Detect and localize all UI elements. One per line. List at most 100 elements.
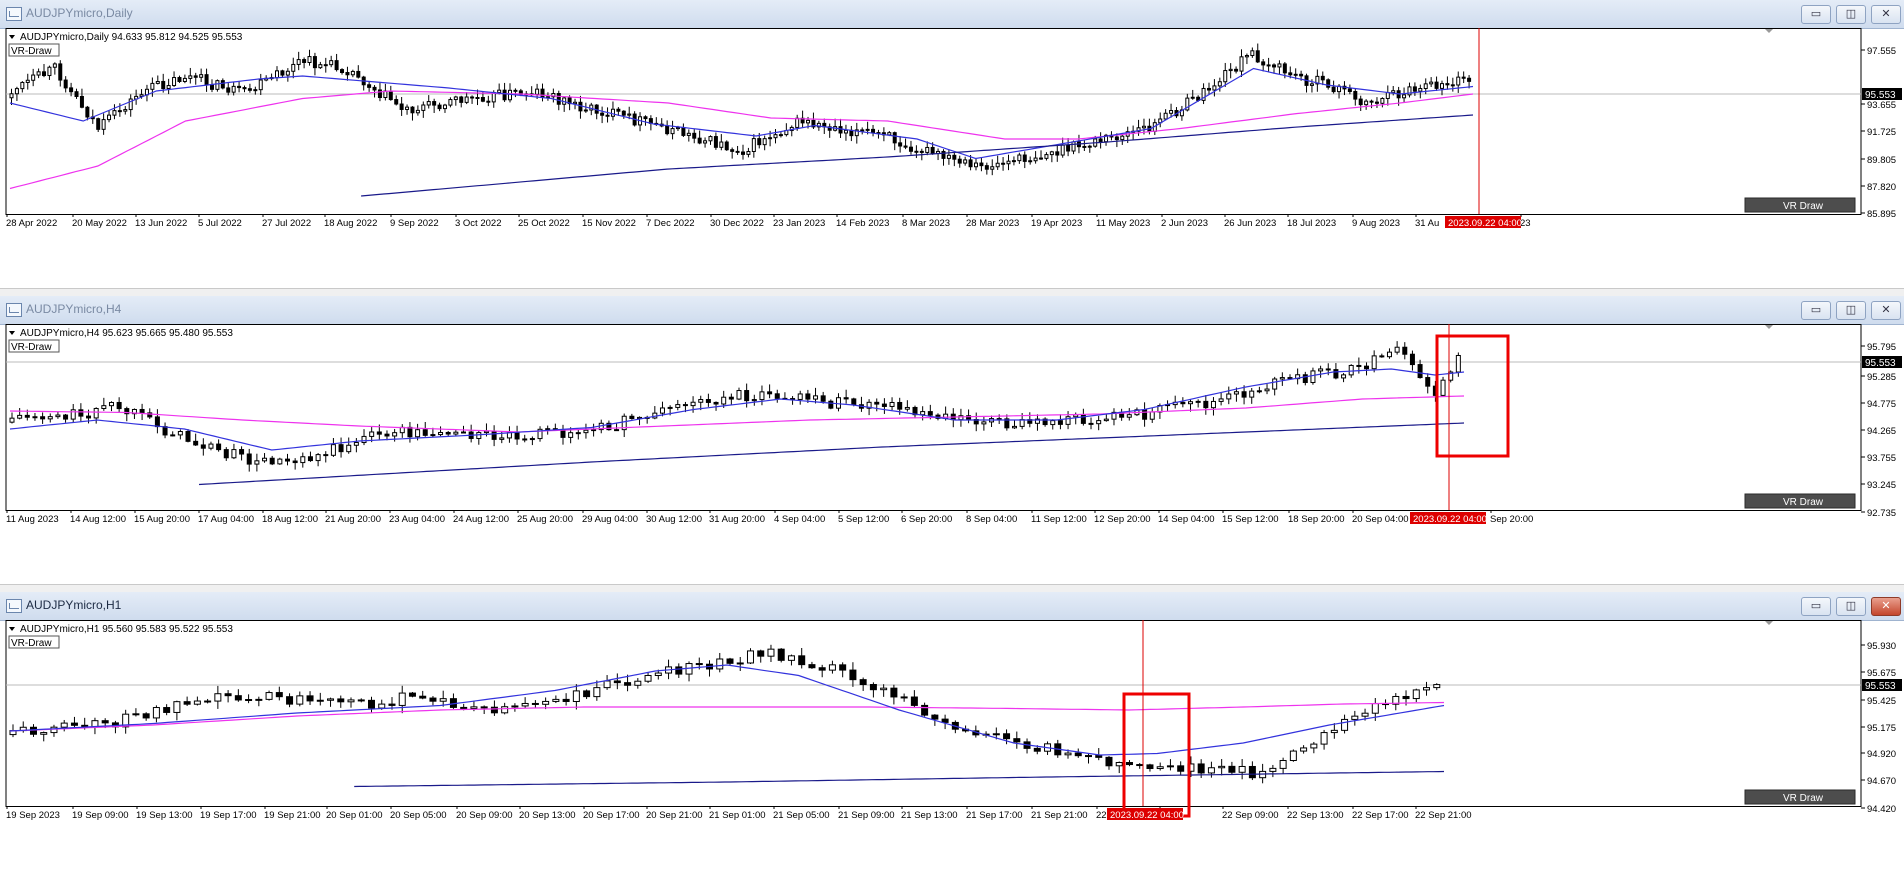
restore-button[interactable]: ◫	[1836, 301, 1866, 320]
candle	[78, 409, 84, 417]
close-button[interactable]: ✕	[1871, 301, 1901, 320]
candle	[1087, 145, 1092, 148]
candle	[591, 429, 597, 432]
shift-marker-icon[interactable]	[1765, 621, 1773, 625]
candle	[1065, 416, 1071, 425]
chart-window-daily[interactable]: AUDJPYmicro,Daily ▭ ◫ ✕ AUDJPYmicro,Dail…	[0, 0, 1904, 243]
candle	[312, 56, 317, 69]
candle	[63, 414, 69, 420]
dropdown-arrow-icon[interactable]	[9, 331, 15, 335]
vr-draw-button[interactable]	[1744, 493, 1856, 509]
candle	[262, 457, 268, 462]
candle	[1241, 391, 1247, 398]
time-tick-label: 18 Jul 2023	[1287, 218, 1336, 229]
price-tick-label: 95.175	[1867, 723, 1896, 734]
restore-button[interactable]: ◫	[1836, 5, 1866, 24]
cursor-time-label: 2023.09.22 04:00	[1110, 810, 1184, 821]
price-tick-label: 94.775	[1867, 399, 1896, 410]
candle	[214, 693, 222, 702]
candle	[40, 732, 48, 735]
candle	[1238, 765, 1246, 773]
time-tick-label: 9 Aug 2023	[1352, 218, 1400, 229]
candle	[42, 71, 47, 77]
candle	[900, 696, 908, 699]
candle	[150, 82, 155, 90]
minimize-button[interactable]: ▭	[1801, 301, 1831, 320]
close-button[interactable]: ✕	[1871, 5, 1901, 24]
candle	[231, 85, 236, 93]
time-tick-label: 7 Dec 2022	[646, 218, 695, 229]
shift-marker-icon[interactable]	[1765, 29, 1773, 33]
candle	[1074, 752, 1082, 757]
restore-button[interactable]: ◫	[1836, 597, 1866, 616]
minimize-button[interactable]: ▭	[1801, 597, 1831, 616]
candle	[910, 696, 918, 706]
candle	[697, 137, 702, 144]
candle	[941, 718, 949, 723]
candle	[1369, 100, 1374, 103]
candle	[142, 713, 150, 719]
candle	[1461, 76, 1466, 79]
candle	[1402, 346, 1408, 355]
dropdown-arrow-icon[interactable]	[9, 35, 15, 39]
indicator-label-box[interactable]	[8, 635, 60, 649]
shift-marker-icon[interactable]	[1765, 325, 1773, 329]
price-chart-h4[interactable]: AUDJPYmicro,H4 95.623 95.665 95.480 95.5…	[0, 324, 1904, 584]
candle	[204, 700, 212, 703]
indicator-label-box[interactable]	[8, 339, 60, 353]
candle	[1085, 755, 1092, 758]
candle	[284, 458, 290, 462]
minimize-button[interactable]: ▭	[1801, 5, 1831, 24]
candle	[560, 429, 566, 438]
candle	[984, 165, 989, 170]
candle	[340, 69, 345, 73]
candle	[36, 71, 41, 76]
time-tick-label: 28 Apr 2022	[6, 218, 57, 229]
plot-area[interactable]	[5, 620, 1862, 807]
candle	[941, 150, 946, 159]
candle	[995, 162, 1000, 168]
price-chart-h1[interactable]: AUDJPYmicro,H1 95.560 95.583 95.522 95.5…	[0, 620, 1904, 885]
candle	[1261, 61, 1266, 66]
candle	[394, 99, 399, 105]
candle	[1212, 85, 1217, 91]
candle	[368, 699, 375, 709]
candle	[897, 401, 903, 410]
candle	[275, 692, 283, 698]
time-tick-label: 21 Sep 05:00	[773, 810, 830, 821]
vr-draw-button[interactable]	[1744, 789, 1856, 805]
candle	[40, 416, 46, 420]
candle	[1255, 50, 1260, 63]
chart-window-icon	[6, 599, 22, 613]
candle	[350, 70, 355, 76]
candle	[919, 150, 924, 153]
time-tick-label: 21 Sep 13:00	[901, 810, 958, 821]
candle	[1417, 364, 1423, 379]
chart-window-h4[interactable]: AUDJPYmicro,H4 ▭ ◫ ✕ AUDJPYmicro,H4 95.6…	[0, 296, 1904, 584]
plot-area[interactable]	[5, 28, 1862, 215]
dropdown-arrow-icon[interactable]	[9, 627, 15, 631]
close-button[interactable]: ✕	[1871, 597, 1901, 616]
price-chart-daily[interactable]: AUDJPYmicro,Daily 94.633 95.812 94.525 9…	[0, 28, 1904, 243]
current-price-label: 95.553	[1865, 90, 1896, 101]
candle	[767, 648, 775, 657]
window-titlebar[interactable]: AUDJPYmicro,Daily ▭ ◫ ✕	[0, 0, 1904, 29]
window-titlebar[interactable]: AUDJPYmicro,H1 ▭ ◫ ✕	[0, 592, 1904, 621]
candle	[963, 159, 968, 164]
candle	[713, 401, 719, 405]
candle	[408, 692, 416, 697]
time-tick-label: 11 May 2023	[1096, 218, 1150, 229]
time-tick-label: 18 Sep 20:00	[1288, 514, 1345, 525]
chart-window-h1[interactable]: AUDJPYmicro,H1 ▭ ◫ ✕ AUDJPYmicro,H1 95.5…	[0, 592, 1904, 885]
candle	[529, 438, 535, 441]
candle	[542, 700, 550, 705]
price-tick-label: 85.895	[1867, 209, 1896, 220]
candle	[188, 75, 193, 79]
candle	[730, 149, 735, 152]
candle	[1407, 86, 1412, 96]
candle	[1028, 160, 1033, 163]
candle	[499, 437, 505, 440]
vr-draw-button[interactable]	[1744, 197, 1856, 213]
indicator-label-box[interactable]	[8, 43, 60, 57]
window-titlebar[interactable]: AUDJPYmicro,H4 ▭ ◫ ✕	[0, 296, 1904, 325]
